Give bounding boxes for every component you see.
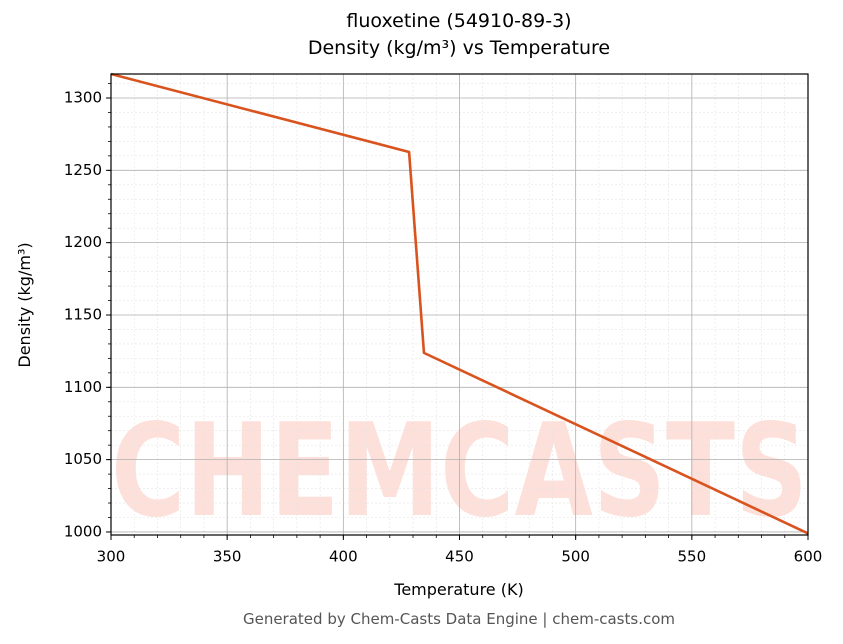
y-tick-label: 1000 — [64, 522, 102, 540]
x-tick-label: 350 — [213, 548, 242, 566]
y-axis-label: Density (kg/m³) — [15, 242, 34, 367]
y-tick-label: 1150 — [64, 305, 102, 323]
x-tick-label: 300 — [97, 548, 126, 566]
x-tick-label: 500 — [561, 548, 590, 566]
chart-subtitle: Density (kg/m³) vs Temperature — [308, 37, 610, 59]
y-tick-label: 1250 — [64, 161, 102, 179]
y-tick-label: 1300 — [64, 89, 102, 107]
x-tick-label: 400 — [329, 548, 358, 566]
x-axis-label: Temperature (K) — [393, 580, 523, 599]
x-tick-label: 600 — [794, 548, 823, 566]
y-tick-label: 1100 — [64, 378, 102, 396]
y-tick-label: 1200 — [64, 233, 102, 251]
y-tick-label: 1050 — [64, 450, 102, 468]
x-tick-label: 450 — [445, 548, 474, 566]
x-tick-label: 550 — [678, 548, 707, 566]
line-series — [110, 72, 809, 535]
chart-title: fluoxetine (54910-89-3) — [346, 10, 571, 32]
plot-frame — [110, 73, 809, 536]
footer: Generated by Chem-Casts Data Engine | ch… — [243, 610, 675, 628]
